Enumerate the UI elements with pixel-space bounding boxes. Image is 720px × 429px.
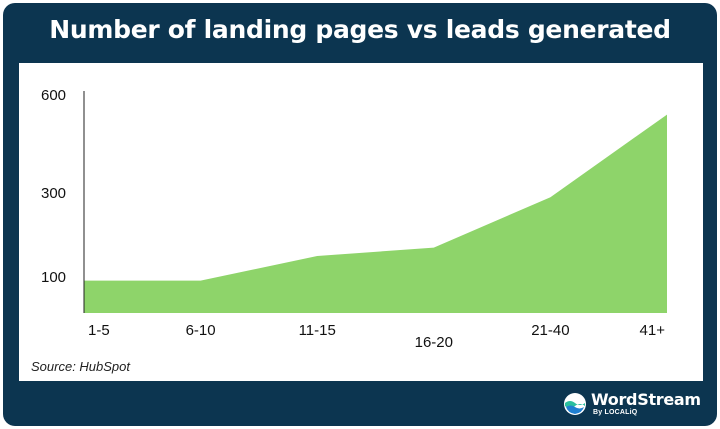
y-tick-label: 100 xyxy=(41,269,66,286)
brand-name: WordStream xyxy=(591,390,701,409)
brand-subtitle: By LOCALiQ xyxy=(593,409,638,416)
area-series xyxy=(84,114,667,313)
brand-logo: WordStream By LOCALiQ xyxy=(561,389,701,419)
x-tick-label: 21-40 xyxy=(531,322,569,339)
chart-panel: 100 300 600 1-5 6-10 11-15 16-20 21-40 41+ Sourc… xyxy=(19,63,703,381)
area-chart: 100 300 600 1-5 6-10 11-15 16-20 21-40 41+ xyxy=(41,87,667,351)
x-tick-label: 11-15 xyxy=(299,322,336,339)
x-tick-label: 41+ xyxy=(640,322,666,339)
x-tick-label: 1-5 xyxy=(88,322,110,339)
source-note: Source: HubSpot xyxy=(31,359,131,374)
x-tick-label: 16-20 xyxy=(415,334,453,351)
y-tick-label: 300 xyxy=(41,185,66,202)
x-tick-label: 6-10 xyxy=(186,322,216,339)
chart-frame: Number of landing pages vs leads generat… xyxy=(3,3,717,426)
wordstream-logo-icon xyxy=(564,393,586,415)
y-tick-label: 600 xyxy=(41,87,66,104)
chart-title: Number of landing pages vs leads generat… xyxy=(49,15,671,44)
